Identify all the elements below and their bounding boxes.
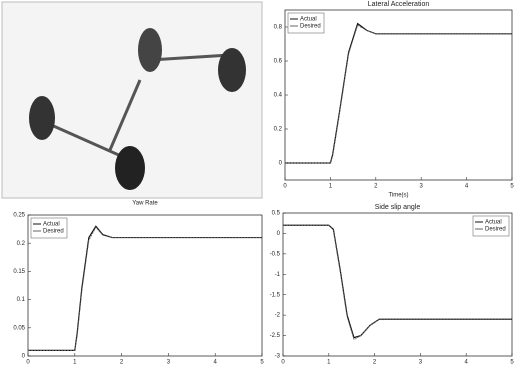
x-tick-label: 2 — [120, 360, 124, 366]
wheel — [218, 48, 246, 92]
wheel — [29, 96, 55, 140]
x-tick-label: 3 — [419, 360, 423, 366]
x-tick-label: 5 — [510, 184, 514, 190]
x-tick-label: 0 — [283, 184, 287, 190]
chart-title: Side slip angle — [375, 204, 421, 211]
x-axis-label: Time(s) — [388, 193, 408, 199]
y-tick-label: 0.8 — [274, 25, 283, 31]
y-tick-label: 0 — [277, 231, 281, 237]
legend-label: Desired — [43, 229, 64, 235]
x-tick-label: 4 — [465, 360, 469, 366]
y-tick-label: 0.2 — [274, 127, 283, 133]
y-tick-label: -3 — [275, 354, 281, 360]
figure: Yaw Rate Lateral Acceleration Time(s) 0 1 2 3… — [0, 0, 518, 383]
y-tick-label: -0.5 — [270, 251, 281, 257]
x-tick-label: 4 — [214, 360, 218, 366]
y-tick-label: 0.4 — [274, 93, 283, 99]
chart-title: Lateral Acceleration — [368, 1, 430, 8]
wheel — [138, 28, 162, 72]
y-tick-label: -2 — [275, 313, 281, 319]
x-tick-label: 4 — [465, 184, 469, 190]
y-tick-label: 0.15 — [13, 269, 25, 275]
y-tick-label: -1 — [275, 272, 281, 278]
plot-area — [285, 10, 512, 180]
y-tick-label: -2.5 — [270, 333, 281, 339]
wheel — [115, 146, 145, 190]
x-tick-label: 3 — [167, 360, 171, 366]
y-tick-label: 0.5 — [272, 211, 281, 217]
x-tick-label: 0 — [26, 360, 30, 366]
y-tick-label: 0 — [279, 161, 283, 167]
x-tick-label: 2 — [374, 184, 378, 190]
x-tick-label: 1 — [327, 360, 331, 366]
x-tick-label: 5 — [260, 360, 264, 366]
page: Yaw Rate Lateral Acceleration Time(s) 0 1 2 3… — [0, 0, 518, 383]
legend-label: Desired — [485, 227, 506, 233]
y-tick-label: 0.1 — [17, 297, 26, 303]
x-tick-label: 1 — [73, 360, 77, 366]
y-tick-label: 0.25 — [13, 213, 25, 219]
y-tick-label: 0.2 — [17, 241, 26, 247]
x-tick-label: 2 — [373, 360, 377, 366]
y-tick-label: 0 — [22, 354, 26, 360]
legend-label: Actual — [43, 222, 60, 228]
y-tick-label: -1.5 — [270, 292, 281, 298]
image-caption: Yaw Rate — [132, 201, 158, 207]
vehicle-model-image: Yaw Rate — [2, 2, 262, 207]
legend-label: Actual — [300, 17, 317, 23]
legend-label: Actual — [485, 220, 502, 226]
y-tick-label: 0.6 — [274, 59, 283, 65]
x-tick-label: 1 — [329, 184, 333, 190]
y-tick-label: 0.05 — [13, 325, 25, 331]
legend-label: Desired — [300, 24, 321, 30]
x-tick-label: 5 — [510, 360, 514, 366]
x-tick-label: 3 — [420, 184, 424, 190]
x-tick-label: 0 — [281, 360, 285, 366]
